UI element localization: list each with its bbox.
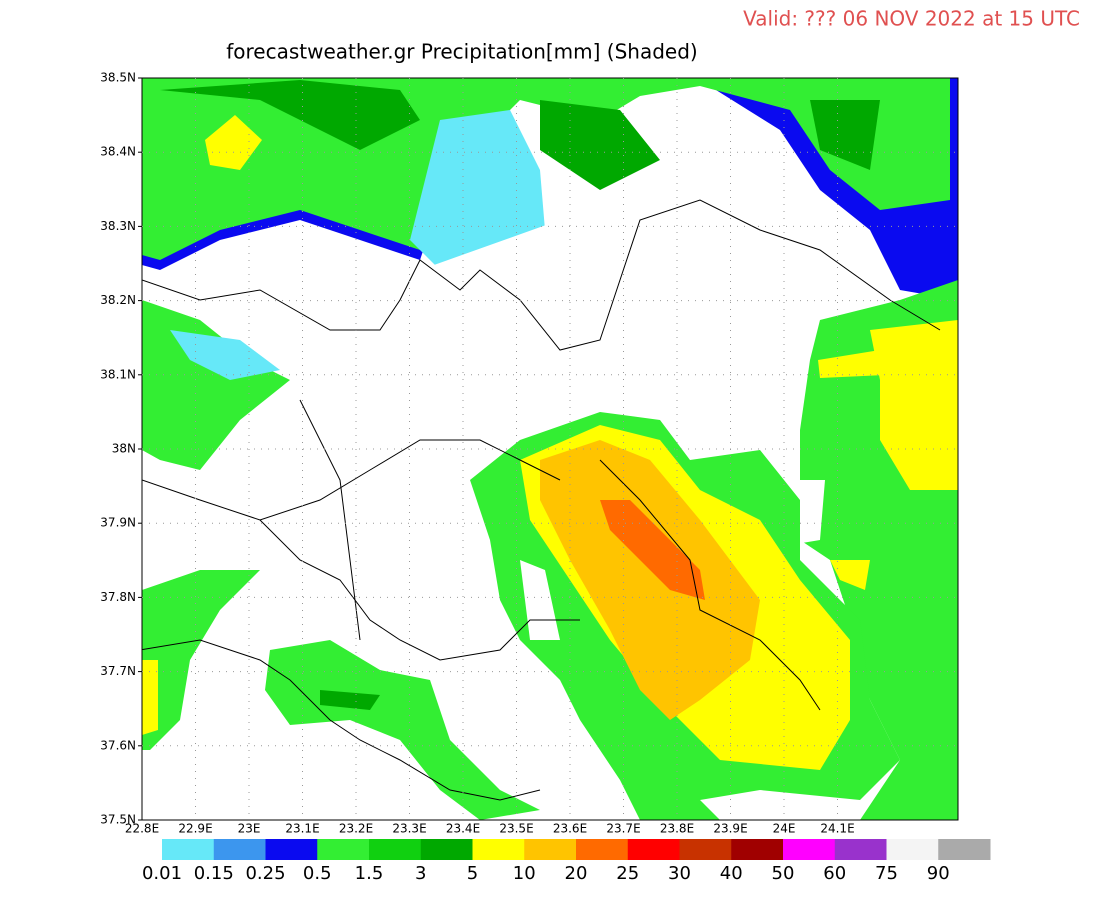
lat-label: 37.8N [100,590,136,604]
color-swatch [834,839,887,860]
lon-label: 23.8E [660,822,694,836]
color-swatch [783,839,836,860]
lon-label: 23.9E [713,822,747,836]
legend-label: 10 [513,863,536,884]
color-swatch [369,839,422,860]
legend-label: 60 [823,863,846,884]
lat-label: 38.1N [100,367,136,381]
lon-label: 23.1E [285,822,319,836]
legend-label: 1.5 [355,863,384,884]
color-swatch [886,839,939,860]
legend-label: 40 [720,863,743,884]
color-swatch [472,839,525,860]
color-swatch [162,839,215,860]
legend-label: 5 [467,863,478,884]
legend-label: 75 [875,863,898,884]
lon-label: 23E [238,822,261,836]
legend-label: 0.5 [303,863,332,884]
lon-label: 23.7E [606,822,640,836]
legend-label: 0.25 [245,863,285,884]
color-swatch [420,839,473,860]
legend-label: 90 [927,863,950,884]
lat-label: 37.7N [100,664,136,678]
lat-label: 38.4N [100,145,136,159]
map-title: forecastweather.gr Precipitation[mm] (Sh… [226,40,698,64]
legend-label: 30 [668,863,691,884]
color-swatch [213,839,266,860]
lon-label: 23.2E [339,822,373,836]
lon-label: 23.3E [392,822,426,836]
color-swatch [938,839,991,860]
lon-label: 23.5E [499,822,533,836]
colorbar: 0.01 0.15 0.25 0.5 1.5 3 5 10 20 25 30 40 50 60 75 90 [142,839,991,884]
lat-label: 38.3N [100,219,136,233]
lon-label: 22.8E [125,822,159,836]
legend-label: 3 [415,863,426,884]
precip-field [142,78,958,820]
legend-label: 50 [772,863,795,884]
lon-label: 23.4E [446,822,480,836]
color-swatch [317,839,370,860]
color-swatch [524,839,577,860]
legend-label: 0.01 [142,863,182,884]
color-swatch [679,839,732,860]
valid-time: Valid: ??? 06 NOV 2022 at 15 UTC [743,7,1080,31]
color-swatch [265,839,318,860]
legend-label: 0.15 [194,863,234,884]
lat-label: 37.6N [100,738,136,752]
legend-label: 20 [565,863,588,884]
lon-label: 22.9E [178,822,212,836]
legend-label: 25 [616,863,639,884]
color-swatch [627,839,680,860]
lat-label: 38.2N [100,293,136,307]
lon-label: 24E [773,822,796,836]
lat-label: 38.5N [100,71,136,85]
lat-label: 37.9N [100,516,136,530]
lon-label: 24.1E [820,822,854,836]
coastlines [142,199,941,801]
color-swatch [731,839,784,860]
color-swatch [576,839,629,860]
lon-label: 23.6E [553,822,587,836]
graticule: 38.5N 38.4N 38.3N 38.2N 38.1N 38N 37.9N 37.8N 37… [100,71,958,836]
lat-label: 37.5N [100,813,136,827]
lat-label: 38N [112,442,136,456]
